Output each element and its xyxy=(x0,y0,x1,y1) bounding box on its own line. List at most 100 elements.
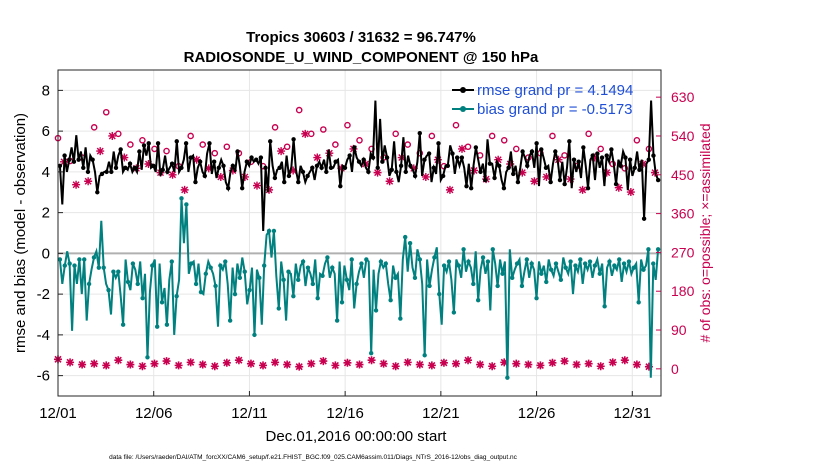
rmse-point xyxy=(581,145,586,150)
rmse-point xyxy=(263,165,268,170)
bias-point xyxy=(125,279,131,285)
bias-point xyxy=(169,259,174,264)
rmse-point xyxy=(244,159,250,164)
bias-point xyxy=(116,269,121,274)
bias-point xyxy=(232,291,238,297)
rmse-point xyxy=(188,155,193,160)
obs-assimilated-marker xyxy=(204,164,213,173)
rmse-point xyxy=(473,145,479,150)
obs-assimilated-marker xyxy=(144,160,153,169)
y-tick-label: -6 xyxy=(37,368,50,385)
rmse-point xyxy=(623,155,628,160)
bias-point xyxy=(446,259,452,264)
obs-assimilated-count-marker xyxy=(271,358,280,367)
rmse-point xyxy=(202,173,207,179)
rmse-point xyxy=(291,137,296,142)
bias-point xyxy=(223,259,228,264)
obs-assimilated-count-marker xyxy=(572,360,581,369)
obs-possible-marker xyxy=(500,136,508,144)
bias-point xyxy=(276,306,281,311)
rmse-point xyxy=(254,157,259,162)
rmse-point xyxy=(534,141,539,146)
obs-assimilated-count-marker xyxy=(355,360,364,369)
bias-point xyxy=(398,316,403,321)
bias-point xyxy=(534,296,539,301)
rmse-point xyxy=(310,165,315,170)
legend: rmse grand pr = 4.1494 bias grand pr = -… xyxy=(452,82,633,118)
obs-assimilated-count-marker xyxy=(114,356,123,365)
rmse-point xyxy=(539,147,544,152)
rmse-point xyxy=(553,149,558,154)
bias-point xyxy=(184,202,189,207)
rmse-point xyxy=(646,157,651,162)
rmse-point xyxy=(651,153,656,158)
bias-point xyxy=(563,265,568,270)
rmse-point xyxy=(655,177,661,183)
obs-assimilated-marker xyxy=(578,185,587,194)
obs-assimilated-count-marker xyxy=(560,357,569,366)
x-tick-label: 12/21 xyxy=(422,405,460,422)
legend-rmse-marker xyxy=(460,87,466,93)
rmse-point xyxy=(197,159,203,164)
obs-assimilated-marker xyxy=(289,166,298,175)
obs-possible-marker xyxy=(452,121,460,129)
obs-assimilated-marker xyxy=(458,144,467,153)
obs-assimilated-marker xyxy=(265,185,274,194)
obs-possible-marker xyxy=(187,132,194,140)
plot-frame xyxy=(57,69,662,397)
y-axis-label: rmse and bias (model - observation) xyxy=(12,113,29,353)
obs-assimilated-count-marker xyxy=(78,360,87,369)
obs-assimilated-marker xyxy=(602,168,611,177)
y2-axis-label: # of obs: o=possible; ×=assimilated xyxy=(697,123,713,342)
bias-point xyxy=(266,228,272,234)
rmse-point xyxy=(95,190,100,195)
y2-tick-label: 270 xyxy=(671,244,695,260)
y-axis: -6 -4 -2 0 2 4 6 8 xyxy=(37,82,63,385)
bias-point xyxy=(422,353,427,358)
rmse-point xyxy=(328,165,334,170)
bias-point xyxy=(383,261,388,266)
rmse-point xyxy=(239,185,245,191)
bias-point xyxy=(310,281,316,287)
y-tick-label: 8 xyxy=(42,82,50,99)
rmse-point xyxy=(478,169,483,175)
bias-point xyxy=(364,257,369,262)
rmse-point xyxy=(557,177,563,183)
rmse-point xyxy=(468,185,474,191)
obs-assimilated-marker xyxy=(252,181,261,190)
obs-assimilated-marker xyxy=(494,155,503,164)
rmse-point xyxy=(394,169,399,175)
y2-tick-label: 0 xyxy=(671,361,679,377)
rmse-point xyxy=(412,173,418,179)
obs-assimilated-count-marker xyxy=(138,362,147,371)
bias-point xyxy=(597,271,602,276)
bias-point xyxy=(368,351,374,356)
obs-assimilated-count-marker xyxy=(500,358,509,367)
rmse-point xyxy=(604,153,609,158)
rmse-point xyxy=(501,185,507,191)
bias-point xyxy=(646,247,651,252)
bias-point xyxy=(261,263,267,268)
obs-assimilated-count-marker xyxy=(596,362,605,371)
obs-possible-marker xyxy=(90,124,98,131)
rmse-point xyxy=(431,165,436,170)
bias-point xyxy=(519,283,525,289)
bias-point xyxy=(120,322,126,327)
rmse-point xyxy=(183,141,189,146)
rmse-point xyxy=(338,183,343,189)
bias-point xyxy=(72,263,77,268)
rmse-point xyxy=(487,161,493,166)
bias-point xyxy=(412,275,418,281)
obs-assimilated-marker xyxy=(277,147,286,156)
obs-possible-marker xyxy=(115,130,122,138)
obs-possible-marker xyxy=(464,143,472,151)
rmse-point xyxy=(543,165,549,170)
obs-assimilated-count-marker xyxy=(512,359,521,368)
obs-assimilated-count-marker xyxy=(620,356,629,365)
obs-assimilated-count-marker xyxy=(295,362,304,371)
obs-assimilated-count-marker xyxy=(319,357,328,366)
bias-point xyxy=(529,261,534,266)
obs-assimilated-marker xyxy=(120,153,129,162)
bias-point xyxy=(373,308,379,313)
rmse-point xyxy=(529,149,535,154)
